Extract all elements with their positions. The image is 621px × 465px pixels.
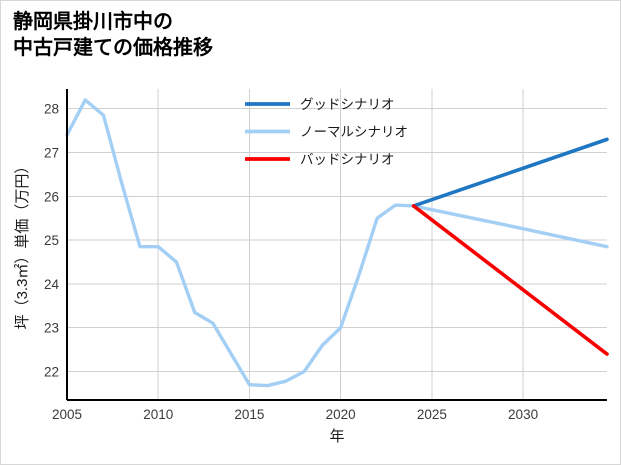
- x-tick-labels-group: 2005 2010 2015 2020 2025 2030: [52, 407, 538, 422]
- y-tick-label: 22: [44, 365, 59, 380]
- y-axis-title: 坪（3.3㎡）単価（万円）: [14, 159, 31, 330]
- series-group: [65, 98, 609, 388]
- x-tick-label: 2020: [326, 407, 356, 422]
- axis-spines-group: [65, 89, 607, 402]
- x-axis-title: 年: [329, 428, 344, 445]
- x-tick-label: 2015: [234, 407, 264, 422]
- y-tick-label: 25: [44, 233, 59, 248]
- x-tick-label: 2005: [52, 407, 82, 422]
- legend-label-normal: ノーマルシナリオ: [300, 125, 408, 140]
- series-line-good: [411, 137, 609, 208]
- x-tick-label: 2030: [508, 407, 538, 422]
- series-line-normal: [65, 98, 609, 388]
- x-tick-label: 2010: [143, 407, 173, 422]
- y-tick-labels-group: 22 23 24 25 26 27 28: [44, 102, 60, 380]
- y-tick-label: 27: [44, 146, 59, 161]
- y-tick-label: 26: [44, 189, 59, 204]
- y-tick-label: 23: [44, 321, 59, 336]
- y-tick-label: 24: [44, 277, 60, 292]
- series-line-bad: [411, 204, 609, 356]
- legend-label-good: グッドシナリオ: [300, 97, 395, 112]
- y-tick-label: 28: [44, 102, 59, 117]
- chart-title: 静岡県掛川市中の 中古戸建ての価格推移: [13, 11, 213, 60]
- legend-label-bad: バッドシナリオ: [300, 152, 395, 167]
- x-tick-label: 2025: [417, 407, 447, 422]
